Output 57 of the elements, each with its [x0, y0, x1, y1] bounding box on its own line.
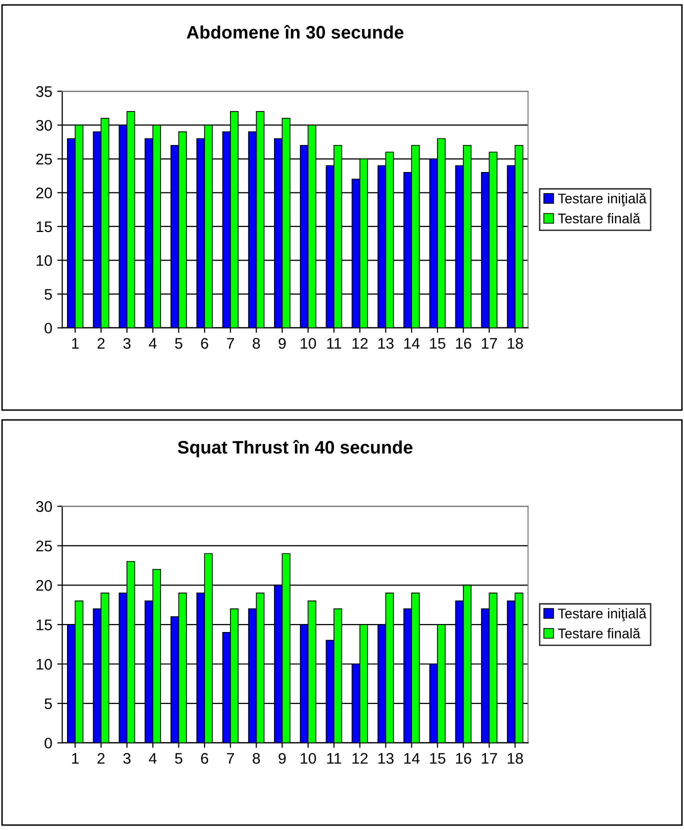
x-tick-label: 1 [72, 753, 79, 764]
y-tick-label: 5 [44, 698, 52, 710]
y-tick-label: 0 [44, 738, 52, 749]
x-tick-label: 13 [378, 752, 394, 764]
x-tick-label: 11 [327, 753, 342, 764]
y-tick-label: 10 [36, 658, 52, 670]
x-tick-label: 12 [352, 752, 368, 764]
x-tick-label: 8 [252, 338, 260, 349]
x-tick-label: 5 [175, 753, 182, 764]
x-tick-label: 18 [508, 338, 523, 349]
legend-label: Testare iniţială [558, 193, 646, 206]
y-tick-label: 30 [36, 501, 52, 512]
x-tick-label: 18 [508, 752, 523, 764]
x-tick-label: 4 [148, 753, 157, 764]
chart-title: Squat Thrust în 40 secunde [178, 440, 412, 458]
x-tick-label: 11 [327, 338, 342, 349]
y-tick-label: 15 [36, 221, 52, 232]
y-tick-label: 20 [36, 188, 52, 198]
y-tick-label: 25 [36, 540, 52, 552]
y-tick-label: 5 [44, 289, 52, 300]
x-tick-label: 9 [278, 752, 286, 764]
y-tick-label: 30 [36, 120, 52, 131]
x-tick-label: 14 [404, 753, 420, 764]
x-tick-label: 1 [72, 338, 79, 349]
x-tick-label: 2 [98, 752, 105, 764]
legend-label: Testare finală [558, 212, 640, 224]
x-tick-label: 17 [482, 338, 497, 349]
x-tick-label: 17 [482, 753, 497, 764]
y-tick-label: 35 [36, 86, 52, 97]
x-tick-label: 3 [123, 752, 131, 764]
legend-label: Testare iniţială [558, 608, 646, 622]
x-tick-label: 10 [300, 752, 316, 764]
x-tick-label: 3 [123, 338, 131, 349]
x-tick-label: 16 [456, 338, 472, 349]
x-tick-label: 12 [352, 338, 368, 349]
x-tick-label: 7 [226, 753, 234, 764]
x-tick-label: 6 [201, 752, 208, 764]
x-tick-label: 4 [148, 338, 157, 349]
y-tick-label: 0 [44, 322, 52, 334]
y-tick-label: 10 [36, 255, 52, 266]
x-tick-label: 9 [278, 338, 286, 349]
y-tick-label: 15 [36, 620, 52, 630]
x-tick-label: 2 [98, 338, 105, 349]
x-tick-label: 13 [378, 338, 394, 349]
x-tick-label: 6 [201, 338, 208, 349]
x-tick-label: 16 [456, 752, 472, 764]
x-tick-label: 15 [430, 338, 446, 349]
x-tick-label: 10 [300, 338, 316, 349]
y-tick-label: 25 [36, 154, 52, 165]
x-tick-label: 15 [430, 753, 446, 764]
y-tick-label: 20 [36, 580, 52, 591]
x-tick-label: 14 [404, 338, 420, 349]
x-tick-label: 8 [252, 752, 260, 764]
chart-title: Abdomene în 30 secunde [186, 25, 404, 39]
x-tick-label: 5 [175, 338, 182, 349]
legend-label: Testare finală [558, 628, 640, 638]
x-tick-label: 7 [226, 338, 234, 349]
